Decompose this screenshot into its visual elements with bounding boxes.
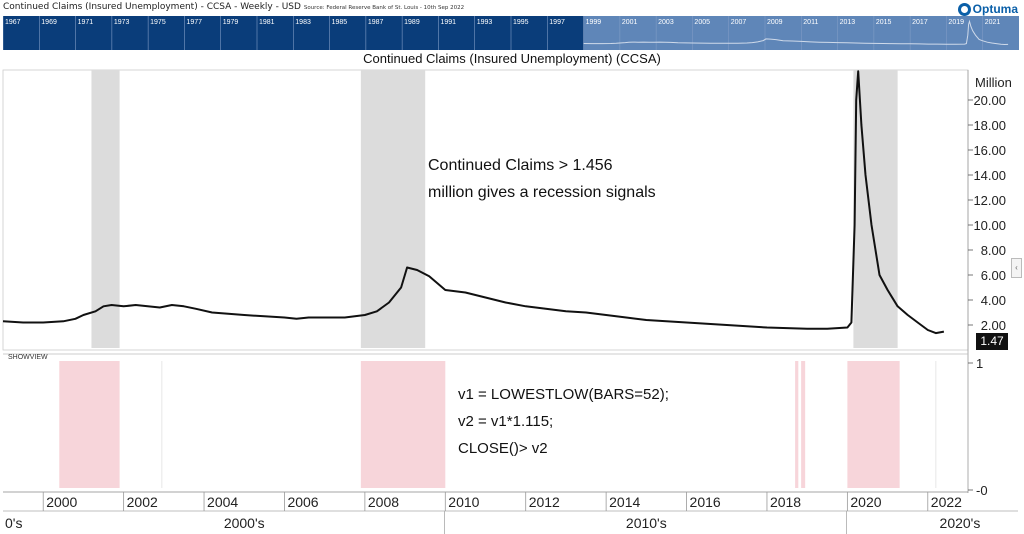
y-tick-label: 8.00	[981, 243, 1006, 258]
y-tick-label: 12.00	[973, 193, 1006, 208]
signal-bar	[795, 361, 799, 488]
header-title: Continued Claims (Insured Unemployment) …	[3, 2, 464, 12]
optuma-logo: Optuma	[957, 1, 1018, 17]
y-tick-label: 4.00	[981, 293, 1006, 308]
recession-band	[360, 70, 426, 348]
x-tick-label: 2008	[368, 494, 399, 510]
overview-year-label: 1979	[223, 19, 239, 26]
overview-year-label: 1991	[440, 19, 456, 26]
recession-annotation-line-2: million gives a recession signals	[428, 184, 656, 201]
y-tick-label: 18.00	[973, 118, 1006, 133]
overview-year-label: 2017	[912, 19, 928, 26]
signal-bar	[801, 361, 806, 488]
overview-year-label: 1985	[332, 19, 348, 26]
overview-year-label: 2001	[622, 19, 638, 26]
optuma-logo-icon	[957, 2, 971, 16]
formula-annotation: v1 = LOWESTLOW(BARS=52); v2 = v1*1.115; …	[458, 381, 669, 462]
signal-bar	[847, 361, 900, 488]
y-axis-unit-label: Million	[975, 75, 1012, 90]
decade-label: 2020's	[940, 515, 981, 531]
formula-line-1: v1 = LOWESTLOW(BARS=52);	[458, 386, 669, 403]
signal-bar	[360, 361, 446, 488]
x-tick-label: 2014	[609, 494, 640, 510]
main-chart[interactable]: 2.00 4.00 6.00 8.00 10.00 12.00 14.00 16.00 18.0…	[0, 68, 1024, 534]
overview-year-label: 1977	[186, 19, 202, 26]
x-tick-label: 2020	[850, 494, 881, 510]
overview-year-label: 1993	[477, 19, 493, 26]
overview-year-label: 1989	[404, 19, 420, 26]
signal-bar	[59, 361, 120, 488]
overview-year-label: 2013	[840, 19, 856, 26]
x-tick-label: 2004	[207, 494, 238, 510]
y-tick-label: 14.00	[973, 168, 1006, 183]
y-tick-label: 20.00	[973, 93, 1006, 108]
x-tick-label: 2018	[770, 494, 801, 510]
overview-series-line	[583, 19, 1009, 46]
overview-year-label: 1973	[114, 19, 130, 26]
recession-annotation: Continued Claims > 1.456 million gives a…	[428, 152, 656, 206]
decade-label: 2000's	[224, 515, 265, 531]
x-tick-label: 2012	[529, 494, 560, 510]
overview-year-label: 2003	[658, 19, 674, 26]
indicator-y-tick-label: -0	[976, 483, 988, 498]
y-tick-label: 2.00	[981, 318, 1006, 333]
overview-year-label: 1971	[78, 19, 94, 26]
x-tick-label: 2006	[287, 494, 318, 510]
chart-title: Continued Claims (Insured Unemployment) …	[363, 51, 661, 66]
overview-year-label: 1995	[513, 19, 529, 26]
x-tick-label: 2002	[127, 494, 158, 510]
overview-year-label: 1999	[586, 19, 602, 26]
x-tick-label: 2010	[448, 494, 479, 510]
recession-annotation-line-1: Continued Claims > 1.456	[428, 157, 613, 174]
overview-year-label: 2021	[985, 19, 1001, 26]
formula-line-2: v2 = v1*1.115;	[458, 413, 554, 430]
overview-year-label: 2005	[694, 19, 710, 26]
overview-year-label: 1983	[295, 19, 311, 26]
formula-line-3: CLOSE()> v2	[458, 440, 548, 457]
optuma-logo-text: Optuma	[972, 2, 1018, 16]
overview-year-label: 2011	[803, 19, 818, 26]
price-pane-frame	[2, 69, 969, 351]
overview-year-label: 2007	[731, 19, 747, 26]
y-tick-label: 16.00	[973, 143, 1006, 158]
indicator-y-tick-label: 1	[976, 356, 983, 371]
x-tick-label: 2000	[46, 494, 77, 510]
y-tick-label: 10.00	[973, 218, 1006, 233]
recession-band	[91, 70, 120, 348]
decade-label: 2010's	[626, 515, 667, 531]
overview-year-label: 1967	[5, 19, 21, 26]
y-tick-label: 6.00	[981, 268, 1006, 283]
indicator-label: SHOWVIEW	[8, 354, 48, 361]
x-tick-label: 2022	[931, 494, 962, 510]
overview-year-label: 2019	[948, 19, 964, 26]
overview-year-label: 1969	[41, 19, 57, 26]
header-title-text: Continued Claims (Insured Unemployment) …	[3, 2, 301, 12]
ccsa-series-line	[2, 70, 945, 335]
overview-year-label: 1987	[368, 19, 384, 26]
overview-year-label: 1981	[259, 19, 275, 26]
header-source: Source: Federal Reserve Bank of St. Loui…	[303, 5, 465, 11]
overview-navigator[interactable]: 1967 1969 1971 1973 1975 1977 1979 1981 1983 1985…	[3, 16, 1019, 50]
overview-year-label: 2015	[876, 19, 892, 26]
overview-year-label: 2009	[767, 19, 783, 26]
header: Continued Claims (Insured Unemployment) …	[0, 0, 1024, 16]
x-tick-label: 2016	[690, 494, 721, 510]
overview-year-label: 1997	[549, 19, 565, 26]
axis-scroll-handle[interactable]: ‹	[1011, 258, 1022, 278]
last-value-badge: 1.47	[976, 333, 1008, 350]
decade-label: 0's	[5, 515, 22, 531]
overview-year-label: 1975	[150, 19, 166, 26]
